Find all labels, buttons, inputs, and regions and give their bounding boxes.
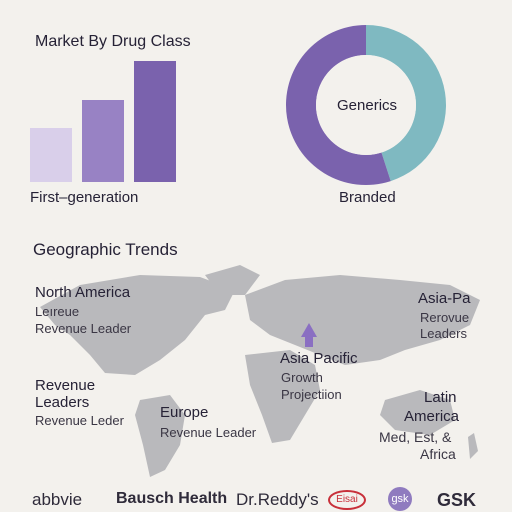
donut-slice-branded: [285, 25, 391, 185]
asia-pacific-line2: Projectiion: [281, 387, 342, 402]
europe-line1: Revenue Leader: [160, 425, 257, 440]
asia-pa-title: Asia-Pa: [418, 290, 471, 307]
asia-pa-line2: Leaders: [420, 326, 467, 341]
north-america-shape: [40, 275, 235, 375]
eisai-text: Eisai: [336, 494, 358, 505]
donut-hole: [316, 55, 416, 155]
bar-2: [82, 100, 124, 182]
na-line1: Leıreue: [35, 304, 80, 319]
left-block-line3: Revenue Leder: [35, 413, 124, 428]
left-block-line1: Revenue: [35, 377, 96, 394]
up-arrow-icon: [301, 323, 317, 347]
bar-1: [30, 128, 72, 182]
eurasia-shape: [245, 275, 480, 365]
latin-line3: Med, Est, &: [379, 429, 452, 445]
new-zealand-shape: [468, 433, 478, 459]
eisai-logo: Eisai: [328, 490, 366, 510]
bausch-logo: Bausch Health: [116, 490, 228, 507]
donut-center-label: Generics: [337, 97, 398, 114]
asia-pacific-line1: Growth: [281, 370, 323, 385]
bar-chart-title: Market By Drug Class: [35, 33, 191, 50]
gsk-circle-text: gsk: [391, 493, 409, 505]
left-block-line2: Leaders: [35, 394, 90, 411]
world-map: [40, 265, 480, 477]
dreddys-logo: Dr.Reddy's: [236, 490, 319, 509]
na-title: North America: [35, 284, 131, 301]
bar-3: [134, 61, 176, 182]
australia-shape: [380, 390, 455, 435]
greenland-shape: [205, 265, 260, 295]
donut-bottom-label: Branded: [339, 189, 396, 206]
latin-line2: America: [404, 408, 460, 425]
donut-slice-generics: [366, 25, 446, 182]
latin-line1: Latin: [424, 389, 457, 406]
bar-chart: [30, 40, 180, 182]
south-america-shape: [135, 395, 185, 477]
gsk-circle-logo: gsk: [388, 487, 412, 511]
na-line2: Revenue Leader: [35, 321, 132, 336]
asia-pacific-title: Asia Pacific: [280, 350, 358, 367]
gsk-logo: GSK: [437, 490, 477, 510]
africa-shape: [245, 350, 320, 443]
abbvie-logo: abbvie: [32, 490, 83, 509]
europe-title: Europe: [160, 404, 209, 421]
asia-pa-line1: Rerovue: [420, 310, 470, 325]
donut-chart: [285, 25, 446, 185]
geo-title: Geographic Trends: [33, 240, 178, 259]
bar-category-label: First–generation: [30, 189, 139, 206]
latin-line4: Africa: [420, 446, 456, 462]
